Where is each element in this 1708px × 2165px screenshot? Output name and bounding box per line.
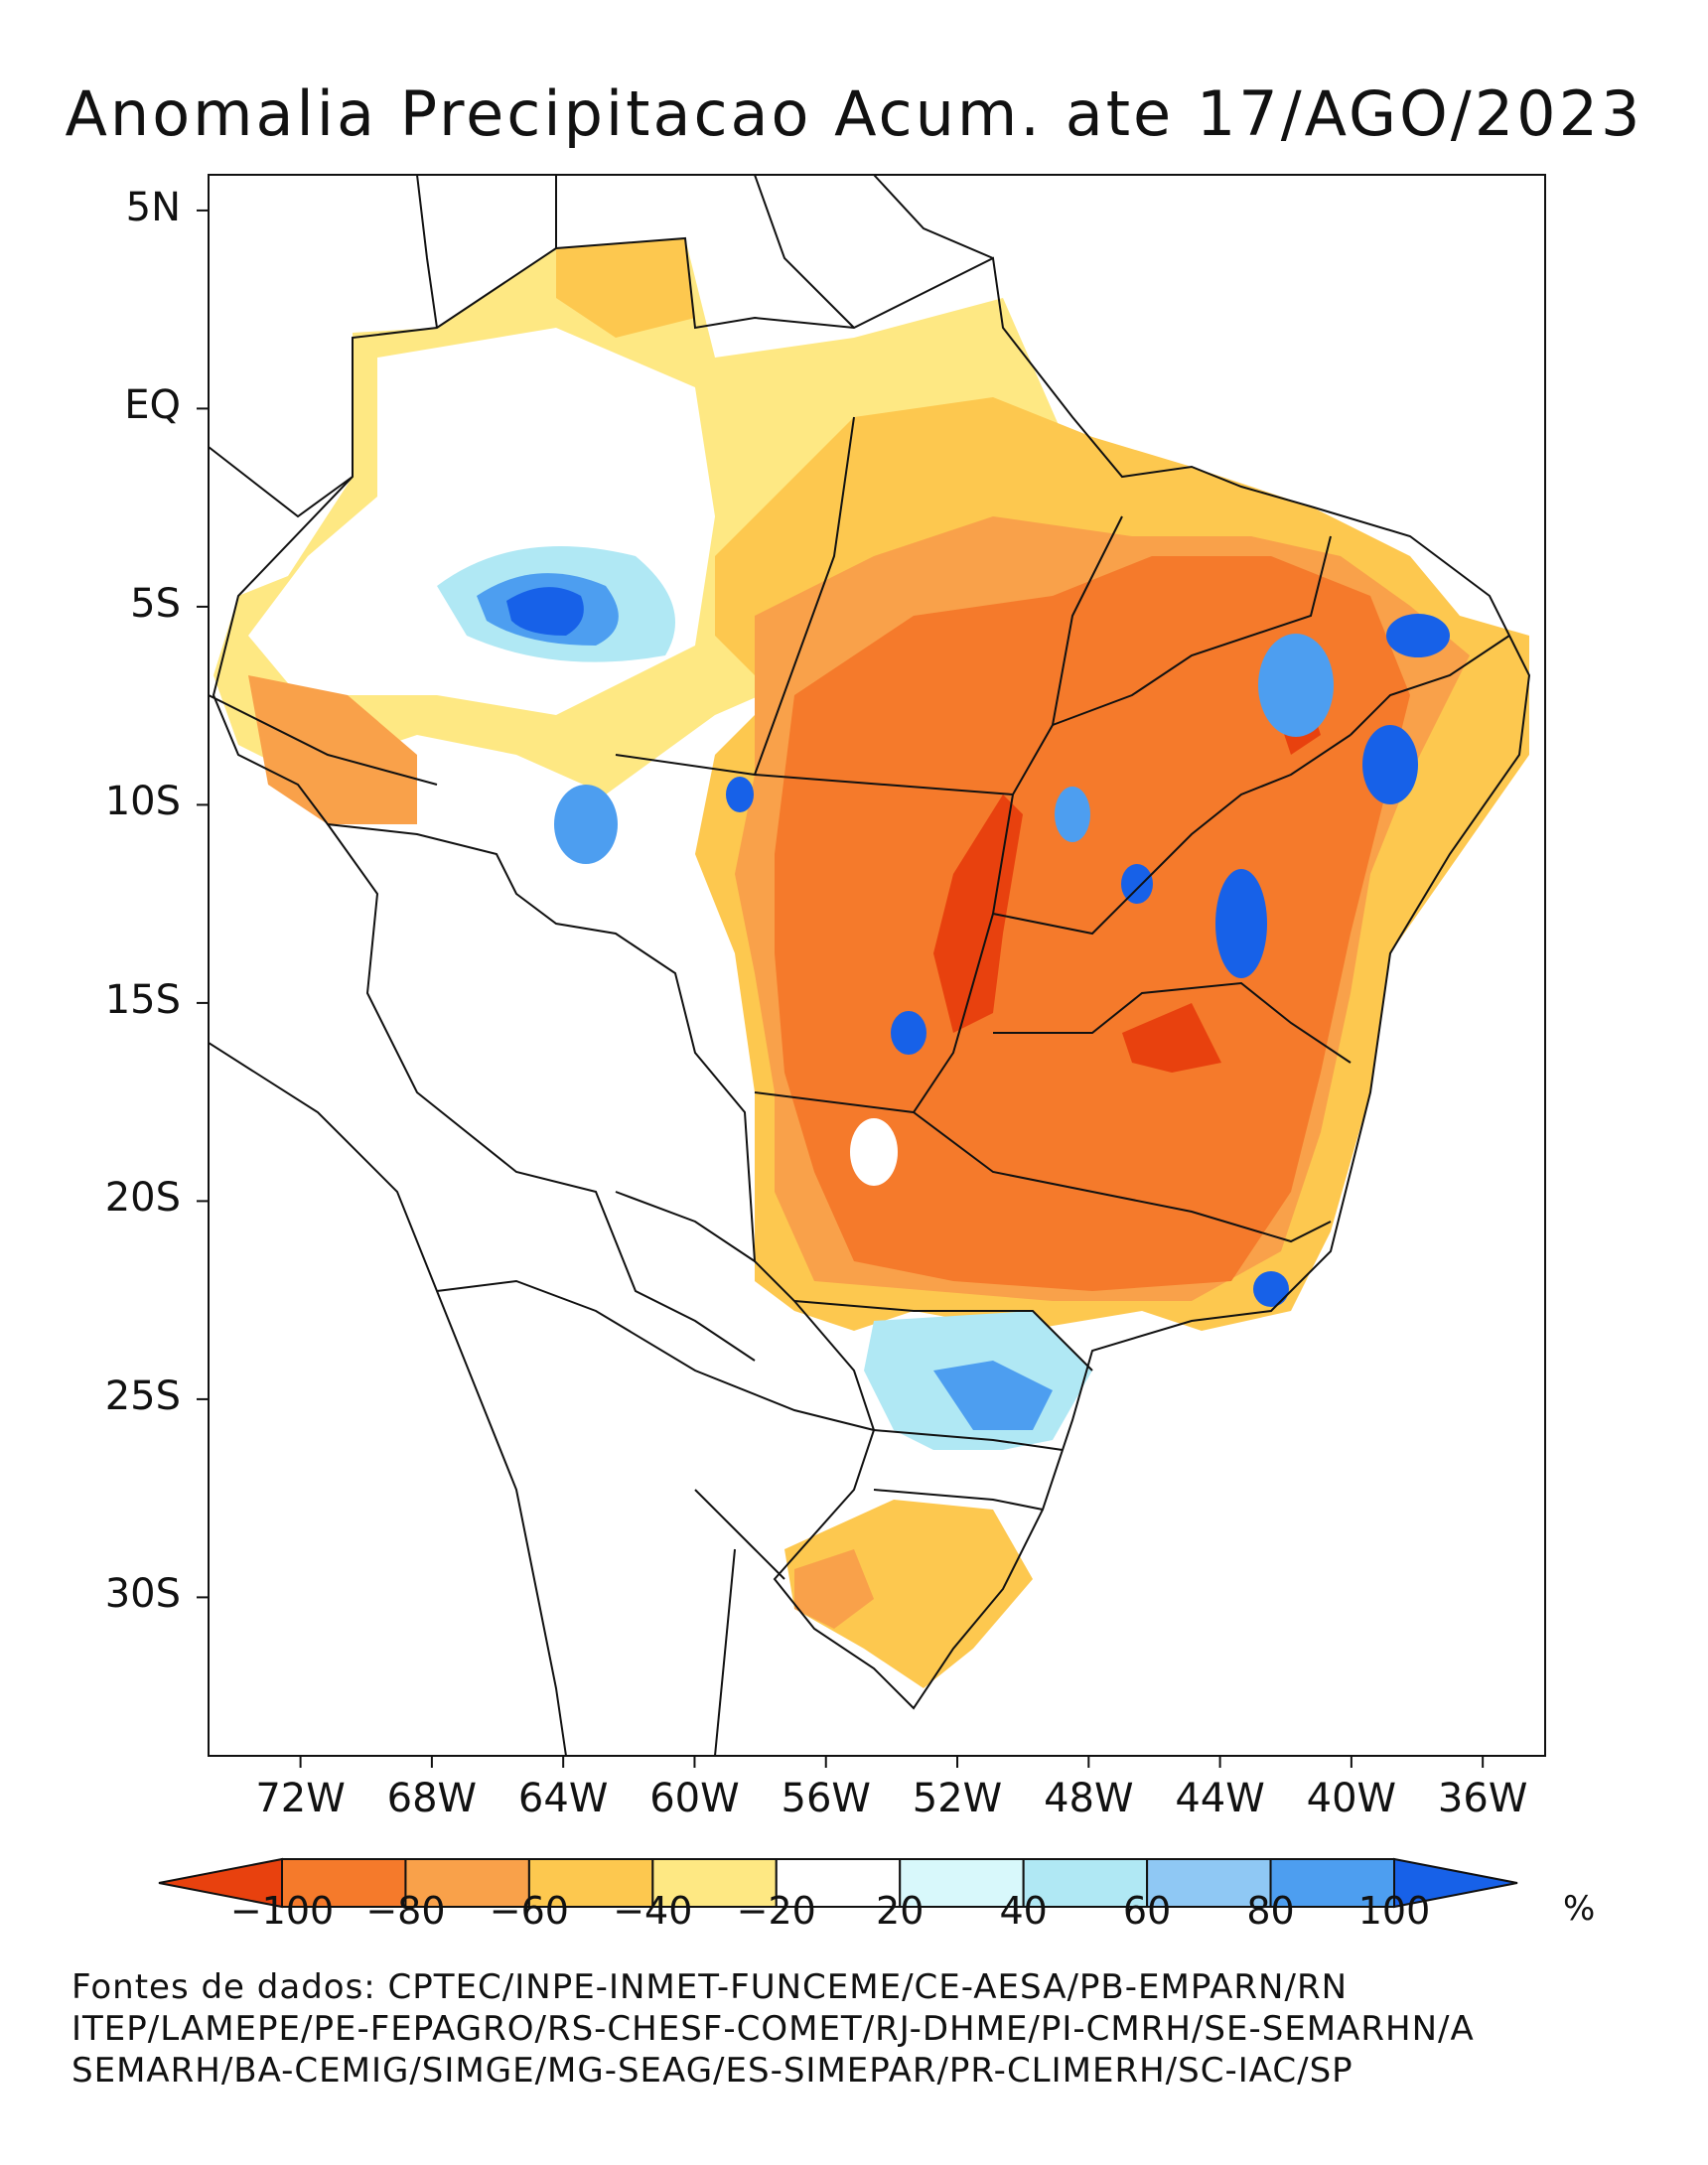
neighbor-line-11 bbox=[694, 1489, 785, 1580]
ro-positive-2 bbox=[726, 777, 754, 812]
state-line-9 bbox=[873, 1429, 1064, 1451]
central-dry-strong bbox=[775, 556, 1410, 1291]
sources-line-2: ITEP/LAMEPE/PE-FEPAGRO/RS-CHESF-COMET/RJ… bbox=[71, 2009, 1475, 2049]
colorbar-box bbox=[527, 1858, 654, 1908]
axis-ticks bbox=[197, 209, 1485, 1768]
state-line-2 bbox=[615, 515, 1123, 796]
ro-positive bbox=[554, 785, 618, 864]
neighbor-line-10 bbox=[209, 694, 438, 786]
ne-positive-1 bbox=[1258, 634, 1334, 737]
goias-extreme bbox=[933, 794, 1023, 1033]
state-line-1 bbox=[754, 416, 855, 776]
colorbar-box bbox=[1022, 1858, 1149, 1908]
lon-tick-label: 36W bbox=[1437, 1776, 1528, 1821]
colorbar-box bbox=[281, 1858, 407, 1908]
santa-catarina bbox=[894, 1450, 1063, 1519]
lat-tick-label: 10S bbox=[104, 779, 181, 825]
neighbor-line-1 bbox=[209, 1042, 567, 1756]
neighbor-line-2 bbox=[327, 823, 756, 1362]
lon-tick-label: 52W bbox=[912, 1776, 1003, 1821]
colorbar-tick-label: 80 bbox=[1246, 1889, 1295, 1933]
roraima-dry bbox=[556, 238, 695, 338]
boundaries bbox=[209, 175, 1531, 1756]
state-line-11 bbox=[1350, 635, 1510, 736]
colorbar-box bbox=[404, 1858, 530, 1908]
colorbar-tick-label: 60 bbox=[1122, 1889, 1172, 1933]
mt-positive bbox=[891, 1011, 926, 1055]
state-line-4 bbox=[1052, 535, 1332, 726]
ne-positive-3 bbox=[1362, 725, 1418, 804]
state-line-5 bbox=[992, 734, 1352, 936]
brazil-outline bbox=[212, 236, 1531, 1710]
colorbar-tick-label: 40 bbox=[999, 1889, 1048, 1933]
state-line-8 bbox=[793, 1300, 1093, 1371]
neighbor-line-9 bbox=[209, 446, 354, 518]
lat-tick-label: 5S bbox=[130, 580, 181, 627]
sources-line-3: SEMARH/BA-CEMIG/SIMGE/MG-SEAG/ES-SIMEPAR… bbox=[71, 2051, 1353, 2091]
lon-tick-label: 40W bbox=[1306, 1776, 1397, 1821]
parana-core bbox=[933, 1361, 1053, 1430]
colorbar-tick-label: −100 bbox=[229, 1889, 335, 1933]
lon-tick-label: 60W bbox=[649, 1776, 740, 1821]
colorbar-tick-label: −20 bbox=[736, 1889, 816, 1933]
neighbor-line-6 bbox=[416, 175, 438, 329]
amazonas-positive-peak bbox=[506, 587, 584, 636]
state-line-6 bbox=[993, 981, 1352, 1064]
neighbor-line-4 bbox=[615, 1191, 756, 1262]
anomaly-field bbox=[214, 238, 1529, 1688]
data-sources: Fontes de dados: CPTEC/INPE-INMET-FUNCEM… bbox=[71, 1966, 1475, 2092]
lon-tick-label: 64W bbox=[517, 1776, 609, 1821]
neighbor-line-3 bbox=[436, 1279, 875, 1431]
colorbar-max-arrow bbox=[1393, 1857, 1518, 1909]
colorbar-tick-label: −80 bbox=[365, 1889, 446, 1933]
lat-tick-label: 25S bbox=[104, 1372, 181, 1419]
lat-tick-label: EQ bbox=[124, 382, 181, 429]
lon-tick-label: 48W bbox=[1044, 1776, 1134, 1821]
lon-tick-label: 44W bbox=[1175, 1776, 1265, 1821]
lon-tick-label: 72W bbox=[255, 1776, 346, 1821]
rj-positive bbox=[1253, 1271, 1289, 1307]
lon-tick-label: 68W bbox=[386, 1776, 478, 1821]
acre-dry bbox=[248, 675, 417, 824]
ms-white bbox=[850, 1118, 898, 1186]
rs-strong bbox=[794, 1549, 874, 1629]
colorbar-box bbox=[775, 1858, 902, 1908]
colorbar bbox=[158, 1857, 1518, 1909]
rio-grande-do-sul bbox=[784, 1500, 1033, 1688]
colorbar-box bbox=[1269, 1858, 1395, 1908]
lat-tick-label: 15S bbox=[104, 976, 181, 1023]
chart-title: Anomalia Precipitacao Acum. ate 17/AGO/2… bbox=[65, 77, 1643, 150]
neighbor-line-7 bbox=[754, 175, 855, 329]
lon-tick-label: 56W bbox=[781, 1776, 871, 1821]
ne-positive-2 bbox=[1386, 614, 1450, 657]
lat-tick-label: 5N bbox=[125, 184, 181, 230]
minas-extreme bbox=[1122, 1003, 1221, 1073]
neighbor-line-8 bbox=[873, 175, 994, 259]
colorbar-tick-label: 100 bbox=[1357, 1889, 1431, 1933]
state-line-10 bbox=[873, 1489, 1044, 1511]
lat-tick-label: 30S bbox=[104, 1571, 181, 1618]
sources-line-1: Fontes de dados: CPTEC/INPE-INMET-FUNCEM… bbox=[71, 1967, 1349, 2007]
colorbar-tick-label: 20 bbox=[876, 1889, 925, 1933]
lat-tick-label: 20S bbox=[104, 1175, 181, 1222]
to-positive bbox=[1055, 787, 1090, 842]
colorbar-unit: % bbox=[1563, 1889, 1596, 1929]
colorbar-box bbox=[899, 1858, 1025, 1908]
state-line-7 bbox=[913, 1111, 1332, 1243]
colorbar-tick-label: −40 bbox=[613, 1889, 693, 1933]
to-positive-2 bbox=[1121, 864, 1153, 904]
ba-positive bbox=[1215, 869, 1267, 978]
neighbor-line-12 bbox=[714, 1548, 736, 1756]
colorbar-tick-label: −60 bbox=[489, 1889, 569, 1933]
state-line-3 bbox=[754, 794, 1014, 1114]
map-frame bbox=[208, 174, 1546, 1757]
